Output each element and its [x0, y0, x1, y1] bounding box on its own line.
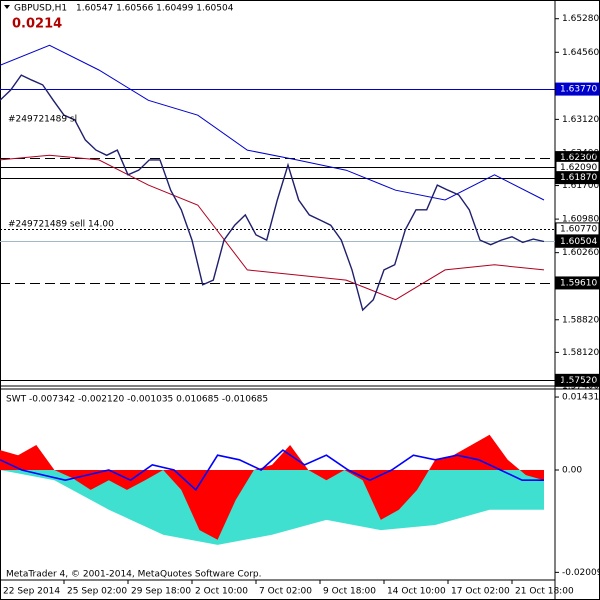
level-label: 1.62300	[560, 153, 597, 163]
level-label: 1.61870	[560, 173, 597, 183]
menu-arrow[interactable]	[4, 5, 10, 9]
level-label: 1.62090	[560, 163, 597, 173]
level-label: 1.60770	[560, 224, 597, 234]
level-label: 1.63770	[560, 85, 597, 95]
x-tick-label: 2 Oct 10:00	[195, 587, 248, 597]
y-tick-label: 1.60980	[562, 215, 599, 225]
order-label: #249721489 sell 14.00	[8, 220, 114, 230]
x-tick-label: 9 Oct 18:00	[323, 587, 376, 597]
level-label: 1.59610	[560, 278, 597, 288]
series-line	[0, 154, 545, 301]
x-tick-label: 21 Oct 18:00	[515, 587, 574, 597]
y-tick-label: 1.65280	[562, 14, 599, 24]
y-tick-label: 1.58820	[562, 315, 599, 325]
chart-title: GBPUSD,H1	[14, 4, 67, 14]
indicator-title: SWT -0.007342 -0.002120 -0.001035 0.0106…	[6, 395, 268, 405]
y-tick-label: 0.014318	[562, 393, 600, 403]
series-line	[0, 449, 544, 492]
level-box	[555, 171, 600, 185]
series-line	[0, 44, 545, 201]
y-tick-label: 1.63120	[562, 115, 599, 125]
y-tick-label: 1.64560	[562, 48, 599, 58]
level-label: 1.57520	[560, 376, 597, 386]
level-label: 1.60504	[560, 237, 597, 247]
order-label: #249721489 sl	[8, 115, 77, 125]
y-tick-label: 1.57400	[562, 381, 599, 391]
level-box	[555, 82, 600, 96]
x-tick-label: 25 Sep 02:00	[67, 587, 127, 597]
y-tick-label: 1.58120	[562, 348, 599, 358]
x-tick-label: 14 Oct 10:00	[387, 587, 446, 597]
y-tick-label: 0.00	[562, 465, 582, 475]
profit-label: 0.0214	[12, 17, 62, 32]
x-tick-label: 29 Sep 18:00	[131, 587, 191, 597]
y-tick-label: 1.60260	[562, 248, 599, 258]
chart-quotes: 1.60547 1.60566 1.60499 1.60504	[76, 4, 234, 14]
y-tick-label: -0.020093	[562, 568, 600, 578]
series-line	[0, 74, 545, 312]
x-tick-label: 7 Oct 02:00	[259, 587, 312, 597]
level-box	[555, 373, 600, 387]
x-tick-label: 17 Oct 02:00	[451, 587, 510, 597]
level-box	[555, 276, 600, 290]
x-tick-label: 22 Sep 2014	[3, 587, 60, 597]
y-tick-label: 1.61700	[562, 181, 599, 191]
footer: MetaTrader 4, © 2001-2014, MetaQuotes So…	[6, 570, 262, 580]
level-box	[555, 234, 600, 248]
y-tick-label: 1.62400	[562, 148, 599, 158]
series-area	[0, 434, 544, 540]
